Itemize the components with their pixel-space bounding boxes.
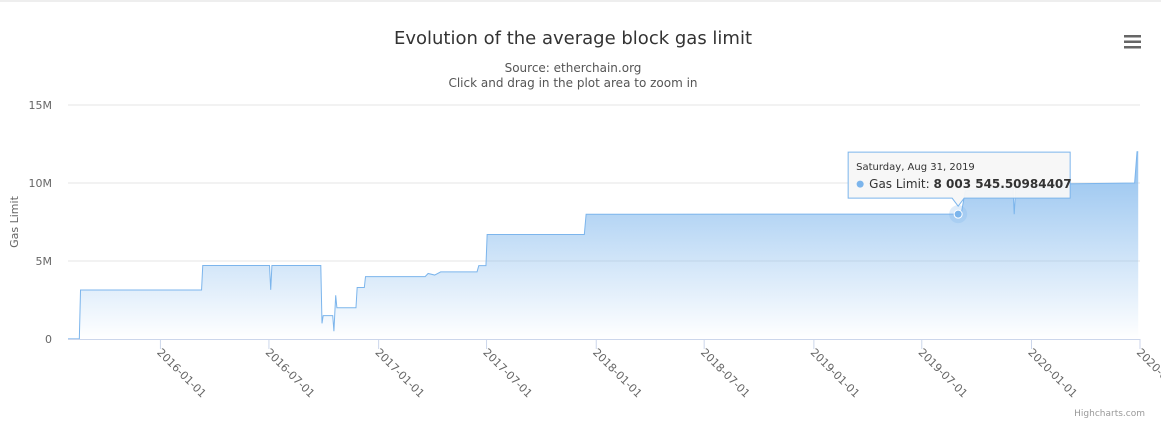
- x-tick-label: 2019-01-01: [808, 346, 862, 400]
- tooltip-dot: [856, 180, 864, 188]
- x-tick-label: 2018-07-01: [698, 346, 752, 400]
- y-tick-label: 10M: [29, 177, 53, 190]
- x-tick-label: 2020-01-01: [1025, 346, 1079, 400]
- menu-button[interactable]: [1124, 35, 1141, 49]
- x-tick-label: 2017-01-01: [373, 346, 427, 400]
- chart-subtitle: Source: etherchain.org: [505, 61, 642, 75]
- tooltip-separator: :: [926, 177, 934, 191]
- area: [68, 151, 1139, 339]
- chart-title: Evolution of the average block gas limit: [394, 28, 752, 49]
- tooltip: Saturday, Aug 31, 2019 Gas Limit: 8 003 5…: [847, 151, 1072, 207]
- tooltip-value: 8 003 545.50984407: [933, 177, 1071, 191]
- hover-point: [953, 209, 963, 219]
- x-tick-label: 2018-01-01: [590, 346, 644, 400]
- tooltip-line: Gas Limit: 8 003 545.50984407: [869, 177, 1072, 191]
- tooltip-box: [847, 151, 1071, 207]
- x-tick-label: 2017-07-01: [480, 346, 534, 400]
- tooltip-series-name: Gas Limit: [869, 177, 926, 191]
- chart-subtitle: Click and drag in the plot area to zoom …: [448, 76, 697, 90]
- x-tick-label: 2016-07-01: [263, 346, 317, 400]
- x-tick-label: 2016-01-01: [154, 346, 208, 400]
- tooltip-header: Saturday, Aug 31, 2019: [856, 162, 975, 173]
- y-tick-label: 5M: [36, 255, 53, 268]
- y-axis-title: Gas Limit: [8, 195, 21, 247]
- y-tick-label: 0: [45, 333, 52, 346]
- y-tick-label: 15M: [29, 99, 53, 112]
- x-tick-label: 2020-07-01: [1134, 346, 1161, 400]
- credits[interactable]: Highcharts.com: [1074, 409, 1145, 419]
- x-tick-label: 2019-07-01: [916, 346, 970, 400]
